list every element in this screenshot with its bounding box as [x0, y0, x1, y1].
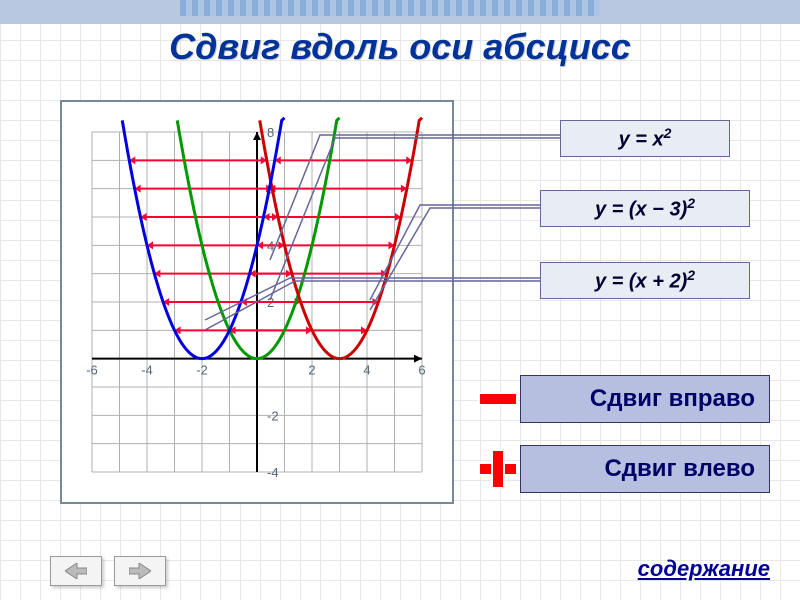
svg-text:4: 4	[363, 363, 370, 378]
eq2-text: y = (x − 3)	[595, 199, 687, 221]
nav-prev-button[interactable]	[50, 556, 102, 586]
svg-text:-2: -2	[196, 363, 208, 378]
svg-text:-4: -4	[267, 465, 279, 480]
eq1-sup: 2	[664, 125, 672, 141]
svg-text:-2: -2	[267, 408, 279, 423]
shift-left-button[interactable]: Сдвиг влево	[520, 445, 770, 493]
equation-2: y = (x − 3)2	[540, 190, 750, 227]
plus-icon	[476, 447, 520, 491]
chart: -6-4-2246-4-22468	[60, 100, 454, 504]
page-title: Сдвиг вдоль оси абсцисс	[0, 26, 800, 68]
svg-text:-6: -6	[86, 363, 98, 378]
eq3-sup: 2	[687, 267, 695, 283]
eq2-sup: 2	[687, 195, 695, 211]
equation-3: y = (x + 2)2	[540, 262, 750, 299]
eq3-text: y = (x + 2)	[595, 271, 687, 293]
svg-text:8: 8	[267, 125, 274, 140]
shift-right-button[interactable]: Сдвиг вправо	[520, 375, 770, 423]
nav-next-button[interactable]	[114, 556, 166, 586]
contents-link[interactable]: содержание	[638, 556, 770, 582]
svg-text:-4: -4	[141, 363, 153, 378]
eq1-text: y = x	[619, 129, 664, 151]
svg-text:2: 2	[308, 363, 315, 378]
minus-icon	[476, 377, 520, 421]
equation-1: y = x2	[560, 120, 730, 157]
svg-text:6: 6	[418, 363, 425, 378]
